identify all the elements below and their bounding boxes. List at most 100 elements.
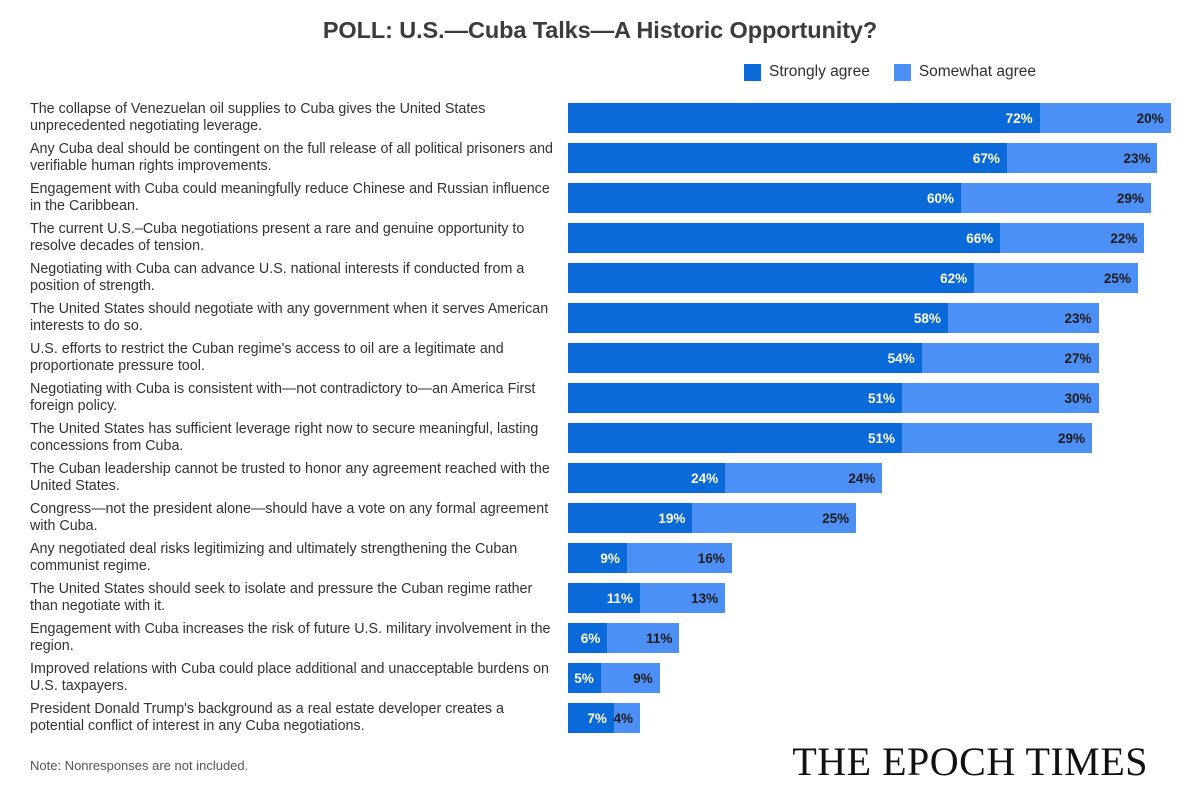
bar-segment-somewhat-agree[interactable]: 22% [1000,223,1145,253]
bar-value-strongly-agree: 19% [658,510,686,526]
chart-row-label: Engagement with Cuba increases the risk … [30,620,551,655]
bar-value-somewhat-agree: 23% [1123,150,1151,166]
bar-value-strongly-agree: 51% [868,430,896,446]
bar-value-strongly-agree: 51% [868,390,896,406]
chart-row: The current U.S.–Cuba negotiations prese… [0,218,1200,258]
bar-value-somewhat-agree: 16% [697,550,725,566]
bar-segment-somewhat-agree[interactable]: 23% [947,303,1099,333]
chart-row-label: U.S. efforts to restrict the Cuban regim… [30,340,504,375]
bar-segment-strongly-agree[interactable]: 7% [568,703,614,733]
chart-row: President Donald Trump's background as a… [0,698,1200,738]
bar-segment-somewhat-agree[interactable]: 4% [613,703,641,733]
bar-value-somewhat-agree: 25% [1103,270,1131,286]
chart-row-label: Any Cuba deal should be contingent on th… [30,140,553,175]
stacked-bar: 66% 22% [568,223,1145,253]
bar-value-somewhat-agree: 20% [1136,110,1164,126]
stacked-bar: 51% 30% [568,383,1099,413]
chart-row: Congress—not the president alone—should … [0,498,1200,538]
bar-segment-strongly-agree[interactable]: 66% [568,223,1001,253]
bar-segment-strongly-agree[interactable]: 19% [568,503,693,533]
bar-value-strongly-agree: 67% [972,150,1000,166]
chart-row: The Cuban leadership cannot be trusted t… [0,458,1200,498]
bar-segment-somewhat-agree[interactable]: 25% [692,503,857,533]
stacked-bar: 5% 9% [568,663,660,693]
bar-segment-strongly-agree[interactable]: 24% [568,463,726,493]
bar-segment-strongly-agree[interactable]: 11% [568,583,641,613]
stacked-bar: 24% 24% [568,463,883,493]
chart-row: Engagement with Cuba increases the risk … [0,618,1200,658]
bar-segment-somewhat-agree[interactable]: 25% [974,263,1138,293]
bar-segment-somewhat-agree[interactable]: 16% [626,543,732,573]
bar-segment-strongly-agree[interactable]: 54% [568,343,922,373]
chart-row-label: The United States should negotiate with … [30,300,549,335]
bar-segment-strongly-agree[interactable]: 72% [568,103,1040,133]
chart-row: The United States has sufficient leverag… [0,418,1200,458]
stacked-bar: 58% 23% [568,303,1099,333]
bar-value-strongly-agree: 5% [574,670,594,686]
bar-segment-somewhat-agree[interactable]: 13% [640,583,726,613]
stacked-bar: 9% 16% [568,543,732,573]
bar-value-strongly-agree: 9% [600,550,620,566]
legend-item-label: Strongly agree [769,63,870,80]
legend-item[interactable]: Somewhat agree [893,63,1036,81]
chart-row: The United States should negotiate with … [0,298,1200,338]
bar-value-strongly-agree: 54% [887,350,915,366]
bar-segment-strongly-agree[interactable]: 58% [568,303,948,333]
bar-segment-strongly-agree[interactable]: 51% [568,423,903,453]
bar-value-strongly-agree: 24% [691,470,719,486]
bar-value-somewhat-agree: 30% [1064,390,1092,406]
square-swatch-icon [893,63,911,81]
square-swatch-icon [744,63,761,81]
bar-segment-somewhat-agree[interactable]: 23% [1006,143,1158,173]
chart-row: The collapse of Venezuelan oil supplies … [0,98,1200,138]
legend-item-label: Somewhat agree [918,63,1036,80]
bar-value-strongly-agree: 60% [926,190,954,206]
bar-segment-somewhat-agree[interactable]: 20% [1039,103,1171,133]
bar-value-strongly-agree: 7% [587,710,607,726]
bar-value-somewhat-agree: 29% [1057,430,1085,446]
stacked-bar: 11% 13% [568,583,726,613]
chart-row: Any Cuba deal should be contingent on th… [0,138,1200,178]
epoch-times-logo: THE EPOCH TIMES [792,739,1148,784]
bar-value-somewhat-agree: 13% [691,590,719,606]
bar-segment-strongly-agree[interactable]: 60% [568,183,961,213]
chart-row-label: Congress—not the president alone—should … [30,500,549,535]
bar-value-somewhat-agree: 24% [848,470,876,486]
bar-segment-somewhat-agree[interactable]: 9% [600,663,660,693]
bar-segment-somewhat-agree[interactable]: 29% [961,183,1151,213]
bar-segment-strongly-agree[interactable]: 6% [568,623,608,653]
stacked-bar: 62% 25% [568,263,1138,293]
bar-segment-somewhat-agree[interactable]: 24% [725,463,883,493]
legend-item[interactable]: Strongly agree [744,63,870,81]
bar-segment-somewhat-agree[interactable]: 30% [902,383,1099,413]
chart-row-label: Improved relations with Cuba could place… [30,660,550,695]
stacked-bar: 7% 4% [568,703,641,733]
bar-value-somewhat-agree: 23% [1064,310,1092,326]
chart-row: U.S. efforts to restrict the Cuban regim… [0,338,1200,378]
stacked-bar-plot-area: The collapse of Venezuelan oil supplies … [0,98,1200,734]
bar-segment-strongly-agree[interactable]: 9% [568,543,627,573]
bar-value-somewhat-agree: 9% [633,670,653,686]
bar-segment-strongly-agree[interactable]: 51% [568,383,903,413]
chart-row: The United States should seek to isolate… [0,578,1200,618]
bar-segment-somewhat-agree[interactable]: 29% [902,423,1092,453]
footnote: Note: Nonresponses are not included. [30,758,249,773]
chart-row-label: The current U.S.–Cuba negotiations prese… [30,220,525,255]
bar-segment-somewhat-agree[interactable]: 11% [607,623,680,653]
bar-segment-somewhat-agree[interactable]: 27% [921,343,1099,373]
chart-row-label: Negotiating with Cuba can advance U.S. n… [30,260,525,295]
stacked-bar: 19% 25% [568,503,857,533]
bar-segment-strongly-agree[interactable]: 67% [568,143,1007,173]
bar-value-somewhat-agree: 11% [646,630,673,646]
bar-value-somewhat-agree: 29% [1116,190,1144,206]
bar-value-strongly-agree: 72% [1005,110,1033,126]
chart-row: Improved relations with Cuba could place… [0,658,1200,698]
stacked-bar: 67% 23% [568,143,1158,173]
bar-segment-strongly-agree[interactable]: 62% [568,263,975,293]
bar-value-somewhat-agree: 25% [822,510,850,526]
bar-value-strongly-agree: 6% [580,630,601,646]
bar-segment-strongly-agree[interactable]: 5% [568,663,601,693]
bar-value-somewhat-agree: 22% [1110,230,1138,246]
bar-value-somewhat-agree: 4% [613,710,634,726]
chart-row: Engagement with Cuba could meaningfully … [0,178,1200,218]
